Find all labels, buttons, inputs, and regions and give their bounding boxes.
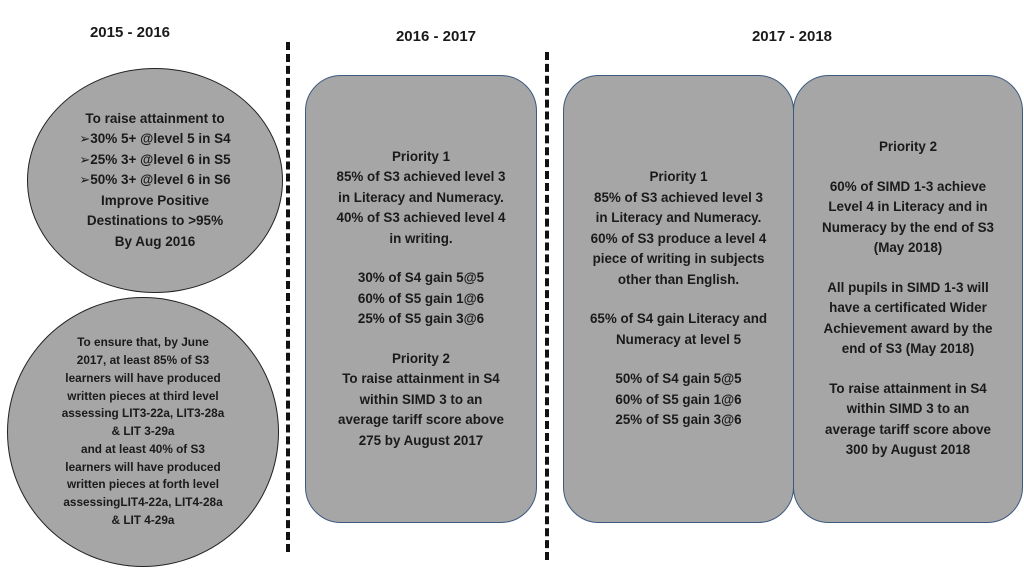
year-2017-2018-title: 2017 - 2018 [751,28,833,45]
priority-1-box-2017-2018: Priority 1 85% of S3 achieved level 3 in… [563,75,794,523]
year-2016-2017-title: 2016 - 2017 [395,28,477,45]
target-bullet: ➢30% 5+ @level 5 in S4 [79,131,231,147]
target-ellipse-attainment: To raise attainment to ➢30% 5+ @level 5 … [27,68,283,293]
arrow-bullet-icon: ➢ [79,172,91,188]
priority-1-text: Priority 1 85% of S3 achieved level 3 in… [590,169,767,287]
s4-s5-targets-text: 30% of S4 gain 5@5 60% of S5 gain 1@6 25… [357,270,485,327]
simd-level-4-text: 60% of SIMD 1-3 achieve Level 4 in Liter… [822,178,994,256]
priority-1-text: Priority 1 85% of S3 achieved level 3 in… [336,148,506,246]
target-bullet-list: ➢30% 5+ @level 5 in S4 ➢25% 3+ @level 6 … [79,129,230,191]
target-bullet: ➢50% 3+ @level 6 in S6 [79,172,231,188]
wider-achievement-text: All pupils in SIMD 1-3 will have a certi… [823,279,993,357]
ellipse-destinations-text: Improve Positive Destinations to >95% By… [86,192,224,249]
ellipse-literacy-text: To ensure that, by June 2017, at least 8… [61,335,225,528]
ellipse-heading: To raise attainment to [85,110,225,126]
target-bullet: ➢25% 3+ @level 6 in S5 [79,151,231,167]
target-ellipse-literacy: To ensure that, by June 2017, at least 8… [7,297,279,567]
separator-right [545,52,549,560]
priority-2-heading: Priority 2 [878,139,938,155]
priority-2-box-2017-2018: Priority 2 60% of SIMD 1-3 achieve Level… [793,75,1023,523]
arrow-bullet-icon: ➢ [79,131,91,147]
s4-s5-targets-text: 50% of S4 gain 5@5 60% of S5 gain 1@6 25… [615,371,742,428]
tariff-score-text: To raise attainment in S4 within SIMD 3 … [825,380,991,458]
s4-literacy-numeracy-text: 65% of S4 gain Literacy and Numeracy at … [589,311,768,347]
arrow-bullet-icon: ➢ [79,151,91,167]
priorities-box-2016-2017: Priority 1 85% of S3 achieved level 3 in… [305,75,537,523]
priority-2-text: Priority 2 To raise attainment in S4 wit… [338,350,504,448]
separator-left [286,42,290,552]
year-2015-2016-title: 2015 - 2016 [89,24,171,41]
